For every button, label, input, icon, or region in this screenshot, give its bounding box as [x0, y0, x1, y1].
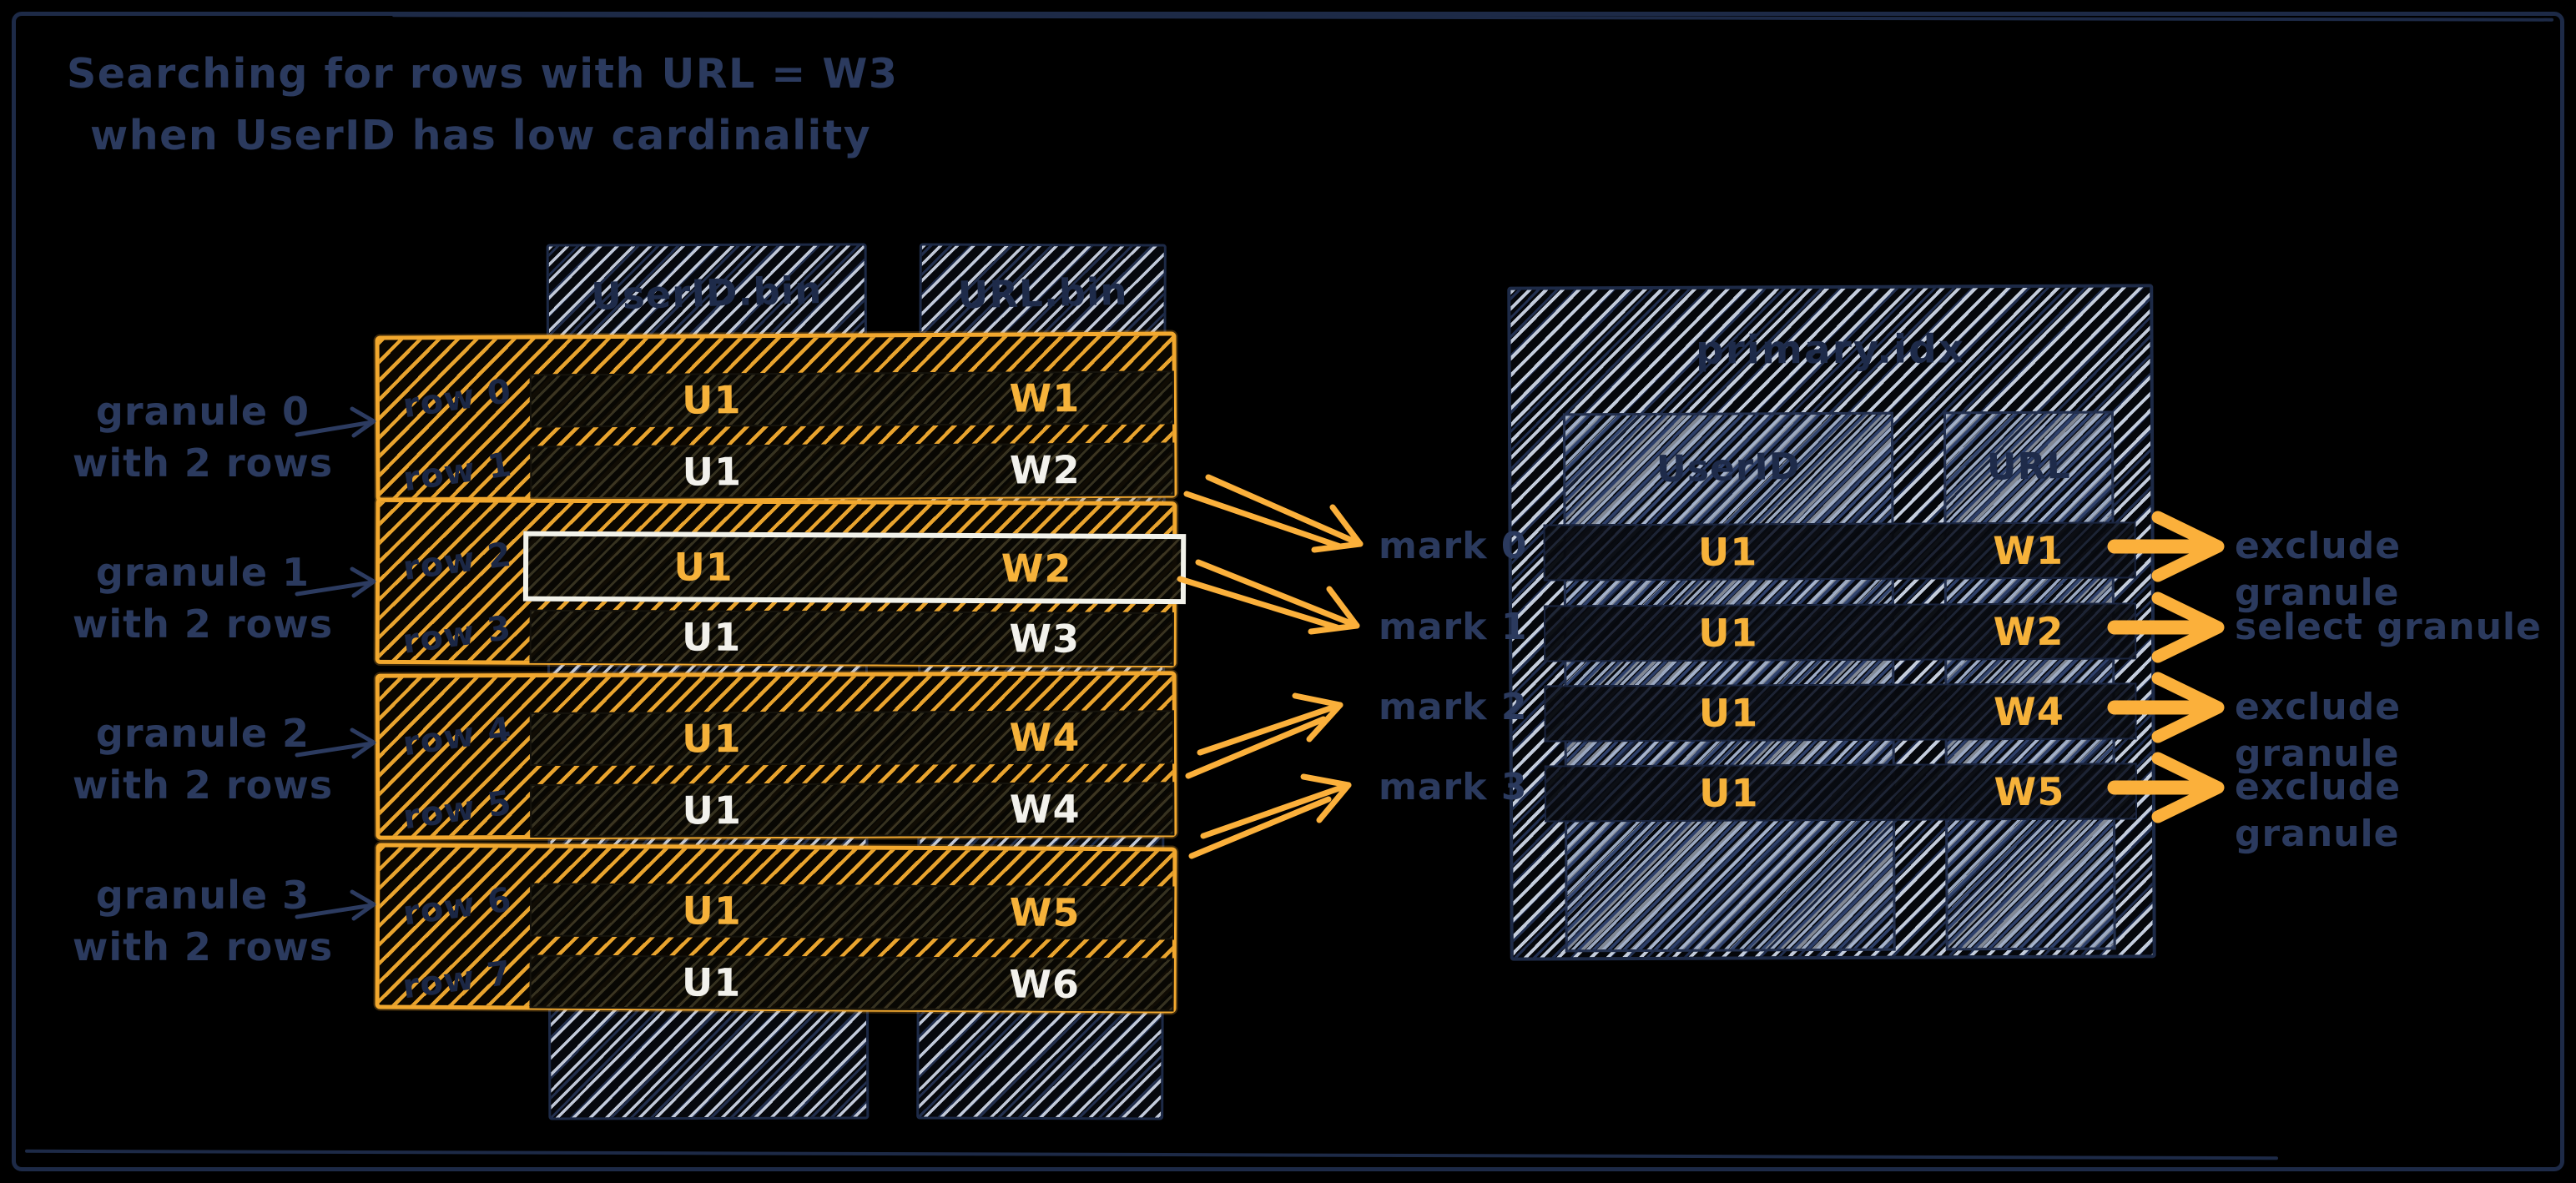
row-label-5: row 5	[401, 783, 515, 838]
granule-3-caption-line2: with 2 rows	[72, 924, 334, 969]
cell-url: W5	[1994, 768, 2065, 815]
cell-userid: U1	[673, 544, 733, 590]
granule-2-caption-line1: granule 2	[95, 711, 310, 756]
granule-2-caption: granule 2 with 2 rows	[65, 707, 340, 811]
table-row-3: U1 W3	[529, 609, 1174, 667]
row-label-4: row 4	[400, 710, 514, 764]
mark-0-label: mark 0	[1379, 525, 1528, 567]
primary-idx-file-label: primary.idx	[1695, 326, 1966, 374]
granule-block-2: row 4 row 5 U1 W4 U1 W4	[375, 671, 1177, 840]
index-row-0: U1 W1	[1543, 521, 2136, 581]
granule-0-caption-line2: with 2 rows	[72, 440, 334, 486]
mark-1-label: mark 1	[1379, 606, 1528, 648]
index-userid-column: UserID	[1562, 411, 1896, 953]
mark-2-label: mark 2	[1379, 686, 1528, 728]
userid-bin-header: UserID.bin	[590, 268, 823, 319]
cell-url: W2	[1993, 608, 2064, 655]
granule-0-caption: granule 0 with 2 rows	[65, 385, 340, 489]
mark-3-label: mark 3	[1379, 766, 1528, 808]
granule-block-1: row 2 row 3 U1 W2 U1 W3	[375, 497, 1187, 668]
cell-url: W4	[1993, 688, 2064, 735]
index-url-header: URL	[1986, 444, 2072, 490]
table-row-6: U1 W5	[529, 883, 1175, 940]
cell-userid: U1	[681, 614, 742, 660]
cell-userid: U1	[682, 888, 742, 934]
decision-0-label: exclude granule	[2235, 525, 2402, 614]
granule-1-caption: granule 1 with 2 rows	[65, 546, 340, 650]
row-label-1: row 1	[401, 445, 515, 500]
cell-userid: U1	[682, 716, 742, 762]
row-label-2: row 2	[401, 535, 515, 588]
cell-userid: U1	[682, 788, 742, 833]
url-bin-header: URL.bin	[957, 269, 1129, 318]
cell-url: W2	[1009, 447, 1081, 493]
title-line-1: Searching for rows with URL = W3	[67, 50, 899, 98]
granule-0-caption-line1: granule 0	[95, 389, 310, 434]
index-row-2: U1 W4	[1544, 682, 2137, 743]
cell-url: W6	[1009, 961, 1081, 1007]
cell-userid: U1	[682, 377, 742, 423]
table-row-0: U1 W1	[529, 370, 1175, 428]
index-row-3: U1 W5	[1544, 763, 2138, 823]
cell-url: W1	[1009, 375, 1081, 421]
granule-3-caption: granule 3 with 2 rows	[65, 869, 340, 973]
cell-url: W2	[1001, 546, 1072, 592]
index-userid-header: UserID	[1656, 445, 1801, 491]
diagram-title: Searching for rows with URL = W3 when Us…	[67, 43, 899, 167]
cell-userid: U1	[1699, 770, 1759, 816]
primary-index-table: primary.idx UserID URL U1 W1 U1 W2 U1 W4…	[1507, 284, 2156, 961]
granule-1-caption-line2: with 2 rows	[72, 602, 334, 647]
granule-2-caption-line2: with 2 rows	[72, 763, 334, 808]
cell-userid: U1	[1697, 529, 1758, 575]
row-label-3: row 3	[400, 608, 514, 662]
cell-userid: U1	[1698, 610, 1758, 656]
granule-3-caption-line1: granule 3	[95, 873, 310, 918]
cell-url: W4	[1009, 786, 1081, 833]
table-row-1: U1 W2	[530, 442, 1175, 500]
title-line-2: when UserID has low cardinality	[90, 112, 872, 159]
decision-1-label: select granule	[2235, 606, 2542, 648]
outer-frame	[12, 12, 2564, 1171]
table-row-2-highlighted: U1 W2	[522, 531, 1187, 605]
index-url-column: URL	[1943, 410, 2116, 951]
row-label-6: row 6	[401, 880, 515, 934]
decision-3-label: exclude granule	[2235, 766, 2402, 855]
cell-url: W1	[1993, 527, 2064, 574]
cell-userid: U1	[681, 959, 742, 1005]
table-row-5: U1 W4	[530, 782, 1175, 838]
granule-block-3: row 6 row 7 U1 W5 U1 W6	[375, 843, 1177, 1014]
row-label-0: row 0	[400, 371, 514, 426]
cell-userid: U1	[682, 449, 743, 495]
cell-url: W4	[1009, 714, 1081, 761]
cell-url: W5	[1009, 889, 1081, 935]
cell-url: W3	[1009, 616, 1081, 662]
table-row-7: U1 W6	[529, 954, 1174, 1012]
cell-userid: U1	[1698, 690, 1759, 736]
granule-1-caption-line1: granule 1	[95, 550, 310, 595]
decision-2-label: exclude granule	[2235, 686, 2402, 775]
index-row-1: U1 W2	[1543, 602, 2137, 662]
granule-block-0: row 0 row 1 U1 W1 U1 W2	[375, 331, 1177, 502]
row-label-7: row 7	[400, 954, 514, 1007]
table-row-4: U1 W4	[529, 710, 1175, 767]
